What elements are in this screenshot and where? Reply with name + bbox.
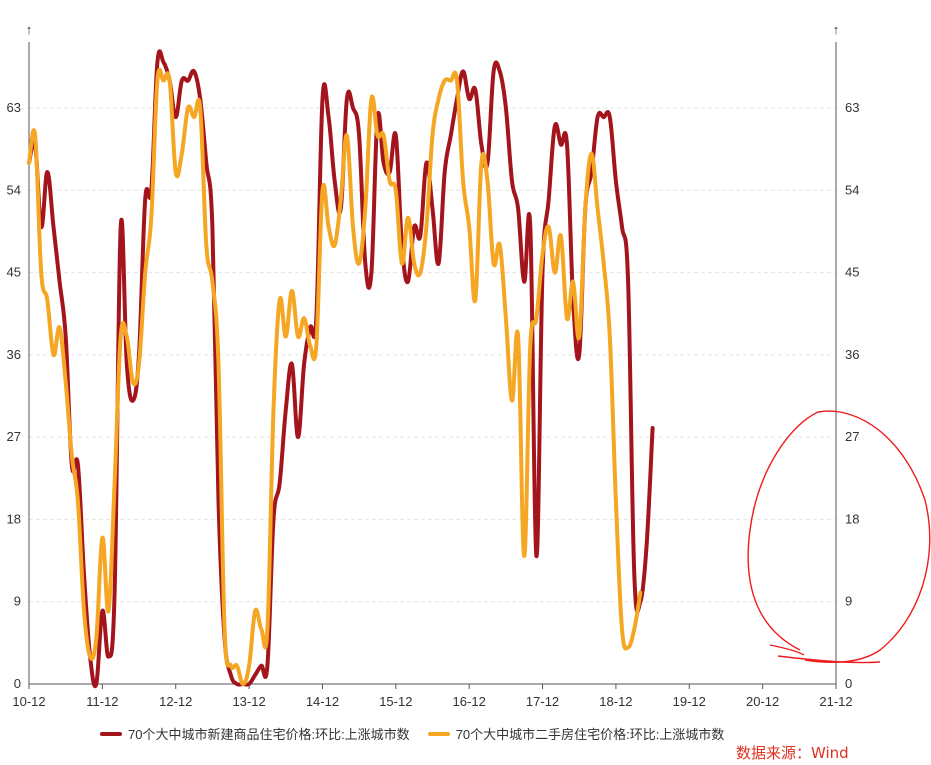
y-tick-left-18: 18 (7, 511, 21, 526)
legend-swatch-second-hand (427, 731, 450, 736)
y-tick-left-54: 54 (7, 182, 21, 197)
x-tick-label-17-12: 17-12 (526, 694, 559, 709)
y-tick-right-63: 63 (845, 100, 859, 115)
legend-label-second-hand: 70个大中城市二手房住宅价格:环比:上涨城市数 (455, 727, 725, 742)
x-tick-label-15-12: 15-12 (379, 694, 412, 709)
legend-item-second-hand: 70个大中城市二手房住宅价格:环比:上涨城市数 (427, 724, 725, 743)
y-tick-left-36: 36 (7, 347, 21, 362)
y-tick-right-9: 9 (845, 594, 852, 609)
legend-label-new-homes: 70个大中城市新建商品住宅价格:环比:上涨城市数 (128, 727, 410, 742)
y-tick-left-63: 63 (7, 100, 21, 115)
series-line-second-hand (27, 67, 643, 686)
x-tick-label-19-12: 19-12 (673, 694, 706, 709)
legend-swatch-new-homes (100, 731, 122, 736)
y-tick-right-45: 45 (845, 265, 859, 280)
x-tick-label-21-12: 21-12 (819, 694, 852, 709)
left-axis-arrow-icon: ↑ (26, 22, 33, 37)
y-tick-left-9: 9 (14, 594, 21, 609)
x-tick-label-16-12: 16-12 (453, 694, 486, 709)
y-tick-left-27: 27 (7, 429, 21, 444)
y-tick-right-27: 27 (845, 429, 859, 444)
gridlines (29, 107, 836, 603)
y-tick-left-45: 45 (7, 265, 21, 280)
right-axis-arrow-icon: ↑ (833, 22, 840, 37)
hand-drawn-annotation-circle (747, 410, 931, 664)
x-tick-label-12-12: 12-12 (159, 694, 192, 709)
y-tick-left-0: 0 (14, 676, 21, 691)
y-tick-right-54: 54 (845, 182, 859, 197)
y-tick-right-0: 0 (845, 676, 852, 691)
y-tick-right-18: 18 (845, 511, 859, 526)
legend-item-new-homes: 70个大中城市新建商品住宅价格:环比:上涨城市数 (100, 724, 410, 743)
legend: 70个大中城市新建商品住宅价格:环比:上涨城市数 70个大中城市二手房住宅价格:… (100, 724, 742, 743)
series-lines (27, 49, 655, 688)
source-note: 数据来源：Wind (736, 744, 849, 762)
tick-labels: 0 0 9 9 18 18 27 27 36 36 45 45 54 54 63 63 10-12 11-12 12… (7, 100, 860, 709)
y-tick-right-36: 36 (845, 347, 859, 362)
series-line-new-homes (27, 49, 655, 688)
x-tick-label-14-12: 14-12 (306, 694, 339, 709)
x-tick-label-13-12: 13-12 (232, 694, 265, 709)
x-tick-label-20-12: 20-12 (746, 694, 779, 709)
x-tick-label-18-12: 18-12 (599, 694, 632, 709)
x-tick-label-10-12: 10-12 (12, 694, 45, 709)
x-tick-label-11-12: 11-12 (86, 694, 118, 709)
